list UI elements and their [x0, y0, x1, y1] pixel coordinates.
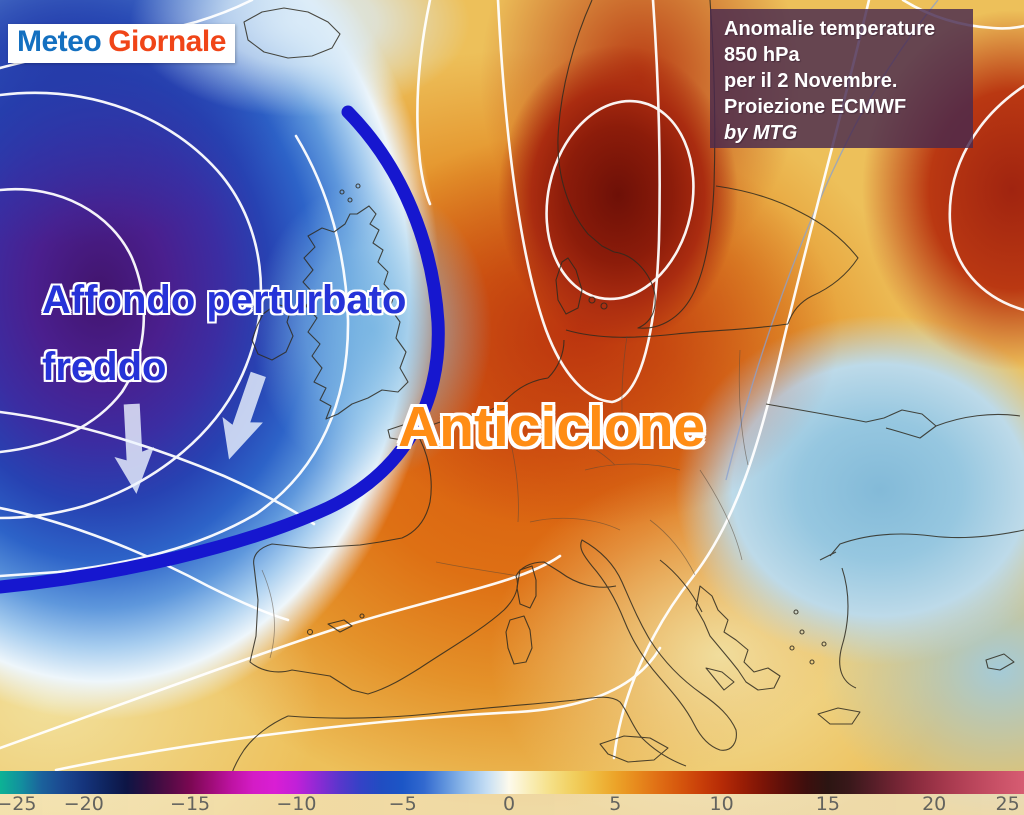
colorbar: [0, 771, 1024, 794]
info-box-line: Anomalie temperature: [724, 18, 936, 40]
info-box-line: 850 hPa: [724, 44, 800, 66]
colorbar-tick: −5: [388, 793, 417, 815]
logo-text-meteo: Meteo: [17, 25, 102, 58]
info-box-line: Proiezione ECMWF: [724, 96, 907, 118]
colorbar-tick: −15: [170, 793, 211, 815]
down-arrow-icon: [114, 403, 154, 494]
country-borders: [261, 335, 749, 659]
down-arrow-icon: [222, 371, 266, 460]
cold-annotation-line2: freddo: [42, 345, 167, 389]
forecast-info-box: Anomalie temperature 850 hPa per il 2 Nove…: [710, 9, 973, 148]
info-box-lines: Anomalie temperature 850 hPa per il 2 Nove…: [724, 16, 967, 120]
info-box-line: per il 2 Novembre.: [724, 70, 898, 92]
warm-annotation-label: Anticiclone: [398, 395, 706, 459]
colorbar-tick: 5: [609, 793, 622, 815]
cold-front-line: [0, 105, 445, 594]
colorbar-tick: 10: [709, 793, 734, 815]
meteogiornale-logo: Meteo Giornale: [8, 24, 235, 63]
colorbar-tick: 15: [815, 793, 840, 815]
cold-annotation-label: Affondo perturbato freddo: [42, 278, 406, 389]
info-box-credit: by MTG: [724, 122, 798, 144]
cold-annotation-line1: Affondo perturbato: [42, 278, 407, 322]
cold-air-arrows: [114, 371, 266, 494]
colorbar-tick: 25: [995, 793, 1020, 815]
colorbar-ticks: −25 −20 −15 −10 −5 0 5 10 15 20 25: [0, 794, 1024, 815]
colorbar-tick: −20: [63, 793, 104, 815]
colorbar-tick: −25: [0, 793, 37, 815]
logo-text-giornale: Giornale: [108, 25, 226, 58]
colorbar-tick: 0: [502, 793, 516, 815]
colorbar-tick: −10: [276, 793, 317, 815]
colorbar-tick: 20: [922, 793, 947, 815]
